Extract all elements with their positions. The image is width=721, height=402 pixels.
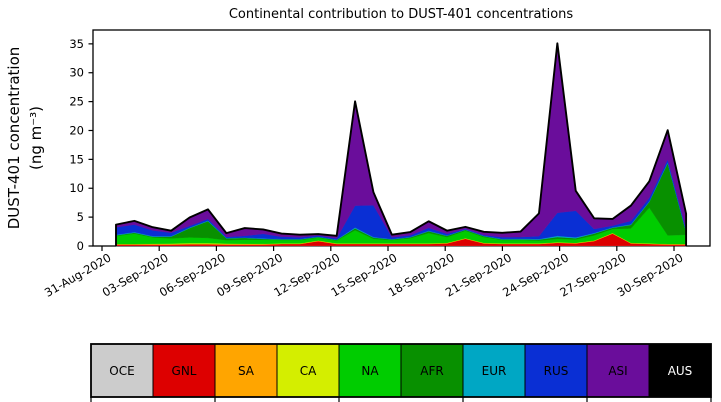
axes-frame	[92, 29, 711, 247]
legend-label-NA: NA	[361, 364, 379, 378]
legend-label-AFR: AFR	[420, 364, 443, 378]
y-tick-label: 25	[69, 95, 84, 109]
y-tick-label: 0	[77, 239, 84, 253]
plot-area: 0510152025303531-Aug-202003-Sep-202006-S…	[42, 29, 711, 300]
legend: OCE GNL SA CA NA AFR EUR RUS ASI AUS	[90, 343, 712, 402]
legend-swatch-CA	[276, 343, 340, 398]
y-tick-label: 20	[69, 123, 84, 137]
y-tick-label: 30	[69, 66, 84, 80]
legend-label-OCE: OCE	[109, 364, 134, 378]
stack-outline	[115, 42, 688, 246]
legend-label-ASI: ASI	[608, 364, 627, 378]
y-axis-units-label: (ng m⁻³)	[27, 106, 45, 170]
y-tick-label: 10	[69, 181, 84, 195]
legend-swatch-SA	[214, 343, 278, 398]
legend-label-AUS: AUS	[668, 364, 693, 378]
legend-border	[90, 343, 712, 398]
legend-label-SA: SA	[238, 364, 255, 378]
legend-label-CA: CA	[300, 364, 317, 378]
legend-label-RUS: RUS	[544, 364, 569, 378]
y-tick-label: 15	[69, 152, 84, 166]
y-tick-label: 35	[69, 37, 84, 51]
y-axis-label: DUST-401 concentration	[5, 47, 23, 230]
legend-label-EUR: EUR	[482, 364, 507, 378]
y-tick-label: 5	[77, 210, 84, 224]
legend-label-GNL: GNL	[172, 364, 197, 378]
chart-title: Continental contribution to DUST-401 con…	[229, 7, 574, 22]
